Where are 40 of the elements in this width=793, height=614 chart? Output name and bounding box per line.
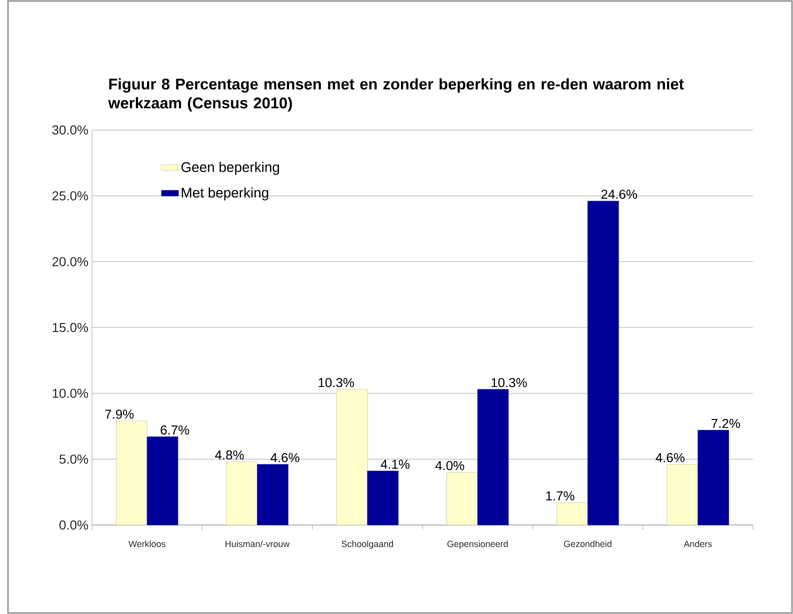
x-tick-label: Schoolgaand	[342, 540, 394, 549]
data-label: 4.1%	[380, 460, 410, 469]
bar	[477, 389, 509, 526]
x-tick-label: Huisman/-vrouw	[226, 540, 290, 548]
legend-label: Met beperking	[182, 187, 268, 200]
bar	[556, 502, 588, 526]
bar	[146, 436, 178, 526]
data-label: 4.6%	[656, 453, 684, 462]
bar	[698, 430, 729, 526]
data-label: 1.7%	[546, 491, 574, 500]
data-label: 7.9%	[105, 410, 134, 419]
x-tick-label: Gezondheid	[564, 540, 612, 548]
y-tick-label: 0.0%	[59, 520, 88, 530]
data-label: 4.8%	[215, 450, 244, 460]
bar	[666, 464, 698, 526]
y-tick-label: 30.0%	[52, 125, 88, 135]
x-tick-label: Gepensioneerd	[447, 540, 508, 549]
data-label: 4.6%	[270, 453, 300, 462]
bar	[367, 470, 398, 526]
chart-title: Figuur 8 Percentage mensen met en zonder beperking en re-den waarom niet werkzaam (Census 2010)	[108, 78, 684, 112]
y-tick-label: 5.0%	[59, 454, 88, 464]
bar	[336, 389, 368, 526]
data-label: 4.0%	[435, 460, 464, 470]
bar	[226, 462, 258, 526]
y-tick-label: 20.0%	[52, 257, 88, 266]
data-label: 24.6%	[601, 190, 638, 199]
bar	[257, 464, 288, 526]
bar	[116, 420, 148, 526]
data-label: 10.3%	[318, 378, 354, 388]
data-label: 10.3%	[492, 378, 527, 388]
x-tick-label: Werkloos	[128, 540, 166, 548]
x-tick-label: Anders	[684, 540, 712, 548]
bar	[446, 472, 478, 526]
y-tick-label: 15.0%	[52, 322, 88, 332]
bar	[588, 200, 619, 526]
y-tick-label: 25.0%	[52, 191, 88, 200]
y-tick-label: 10.0%	[52, 388, 88, 398]
data-label: 7.2%	[712, 418, 740, 428]
data-label: 6.7%	[160, 425, 190, 435]
legend-label: Geen beperking	[181, 162, 280, 175]
